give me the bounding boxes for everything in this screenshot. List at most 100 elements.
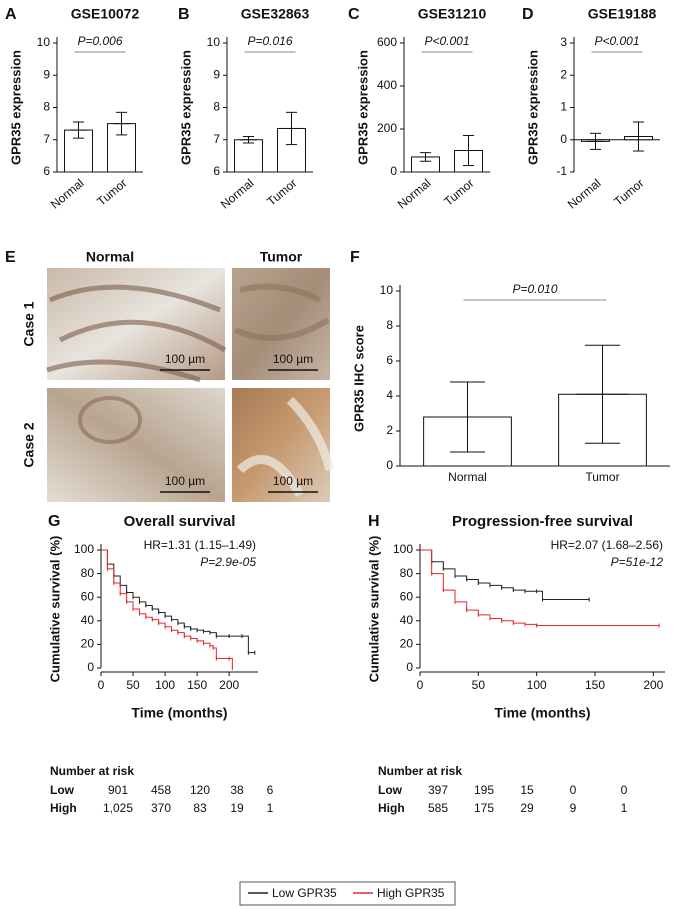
annotation: P=2.9e-05 (200, 555, 256, 569)
y-tick-label: 6 (43, 164, 50, 178)
scale-bar-label: 100 µm (273, 474, 313, 488)
y-tick-label: 7 (43, 132, 50, 146)
risk-value: 397 (428, 783, 448, 797)
y-tick-label: 100 (393, 542, 413, 556)
risk-value: 83 (193, 801, 207, 815)
risk-value: 6 (267, 783, 274, 797)
y-tick-label: 40 (81, 613, 95, 627)
risk-value: 29 (520, 801, 534, 815)
x-tick-label: 100 (527, 678, 547, 692)
y-tick-label: 60 (400, 589, 414, 603)
y-axis-label: GPR35 expression (525, 50, 540, 165)
y-tick-label: 10 (380, 283, 394, 297)
y-tick-label: 2 (386, 423, 393, 437)
chart-title: Overall survival (124, 513, 236, 530)
y-tick-label: 0 (406, 660, 413, 674)
row-header: Case 1 (21, 301, 37, 346)
x-tick-label: Normal (448, 470, 487, 484)
risk-row-label: Low (378, 783, 403, 797)
risk-value: 370 (151, 801, 171, 815)
tissue (233, 283, 330, 341)
survival-curve (420, 549, 590, 601)
chart-title: GSE19188 (588, 6, 657, 22)
risk-row-label: High (50, 801, 77, 815)
y-tick-label: 9 (213, 67, 220, 81)
survival-curve (101, 549, 233, 668)
chart-title: GSE10072 (71, 6, 140, 22)
tissue (78, 396, 142, 444)
p-value: P<0.001 (424, 34, 469, 48)
y-tick-label: 20 (81, 637, 95, 651)
x-tick-label: Normal (395, 176, 434, 212)
x-tick-label: Tumor (94, 176, 129, 209)
chart-title: GSE32863 (241, 6, 310, 22)
x-tick-label: 50 (472, 678, 486, 692)
y-tick-label: 100 (74, 542, 94, 556)
risk-value: 1 (621, 801, 628, 815)
y-axis-label: Cumulative survival (%) (47, 536, 62, 683)
row-header: Case 2 (21, 422, 37, 467)
y-tick-label: 40 (400, 613, 414, 627)
y-tick-label: 4 (386, 388, 393, 402)
column-header: Normal (86, 249, 134, 265)
y-tick-label: 80 (400, 566, 414, 580)
risk-value: 15 (520, 783, 534, 797)
y-axis-label: GPR35 expression (8, 50, 23, 165)
x-tick-label: 150 (187, 678, 207, 692)
x-tick-label: Tumor (264, 176, 299, 209)
risk-value: 1 (267, 801, 274, 815)
x-tick-label: Normal (218, 176, 257, 212)
risk-value: 120 (190, 783, 210, 797)
risk-value: 585 (428, 801, 448, 815)
survival-curve (420, 549, 660, 627)
legend-label: High GPR35 (377, 886, 445, 900)
risk-table-title: Number at risk (50, 764, 134, 778)
panel-letter: C (348, 6, 360, 23)
y-tick-label: 8 (43, 100, 50, 114)
risk-value: 458 (151, 783, 171, 797)
panel-letter: G (48, 513, 60, 530)
y-tick-label: 200 (377, 121, 397, 135)
tissue (236, 396, 335, 498)
x-tick-label: Tumor (441, 176, 476, 209)
x-tick-label: 50 (126, 678, 140, 692)
risk-row-label: Low (50, 783, 75, 797)
y-tick-label: 8 (386, 318, 393, 332)
x-tick-label: 0 (417, 678, 424, 692)
y-tick-label: 600 (377, 35, 397, 49)
y-tick-label: 7 (213, 132, 220, 146)
p-value: P=0.010 (512, 282, 557, 296)
legend-box (239, 881, 456, 906)
risk-value: 1,025 (103, 801, 133, 815)
scale-bar-label: 100 µm (165, 352, 205, 366)
risk-value: 0 (621, 783, 628, 797)
panel-letter: B (178, 6, 190, 23)
y-tick-label: 20 (400, 637, 414, 651)
risk-value: 38 (230, 783, 244, 797)
x-tick-label: 0 (98, 678, 105, 692)
y-tick-label: 10 (207, 35, 221, 49)
y-tick-label: 0 (390, 164, 397, 178)
risk-row-label: High (378, 801, 405, 815)
risk-value: 9 (570, 801, 577, 815)
p-value: P=0.016 (247, 34, 292, 48)
risk-value: 0 (570, 783, 577, 797)
x-tick-label: 200 (219, 678, 239, 692)
y-tick-label: 60 (81, 589, 95, 603)
y-tick-label: 9 (43, 67, 50, 81)
tissue (46, 284, 227, 383)
y-axis-label: GPR35 expression (178, 50, 193, 165)
x-tick-label: Tumor (585, 470, 619, 484)
ihc-image (232, 388, 330, 502)
ihc-images (46, 268, 335, 502)
column-header: Tumor (260, 249, 303, 265)
panel-letter: D (522, 6, 534, 23)
y-tick-label: -1 (556, 164, 567, 178)
y-tick-label: 1 (560, 100, 567, 114)
panel-letter: A (5, 6, 17, 23)
y-tick-label: 10 (37, 35, 51, 49)
x-tick-label: Normal (48, 176, 87, 212)
y-tick-label: 2 (560, 67, 567, 81)
risk-value: 175 (474, 801, 494, 815)
